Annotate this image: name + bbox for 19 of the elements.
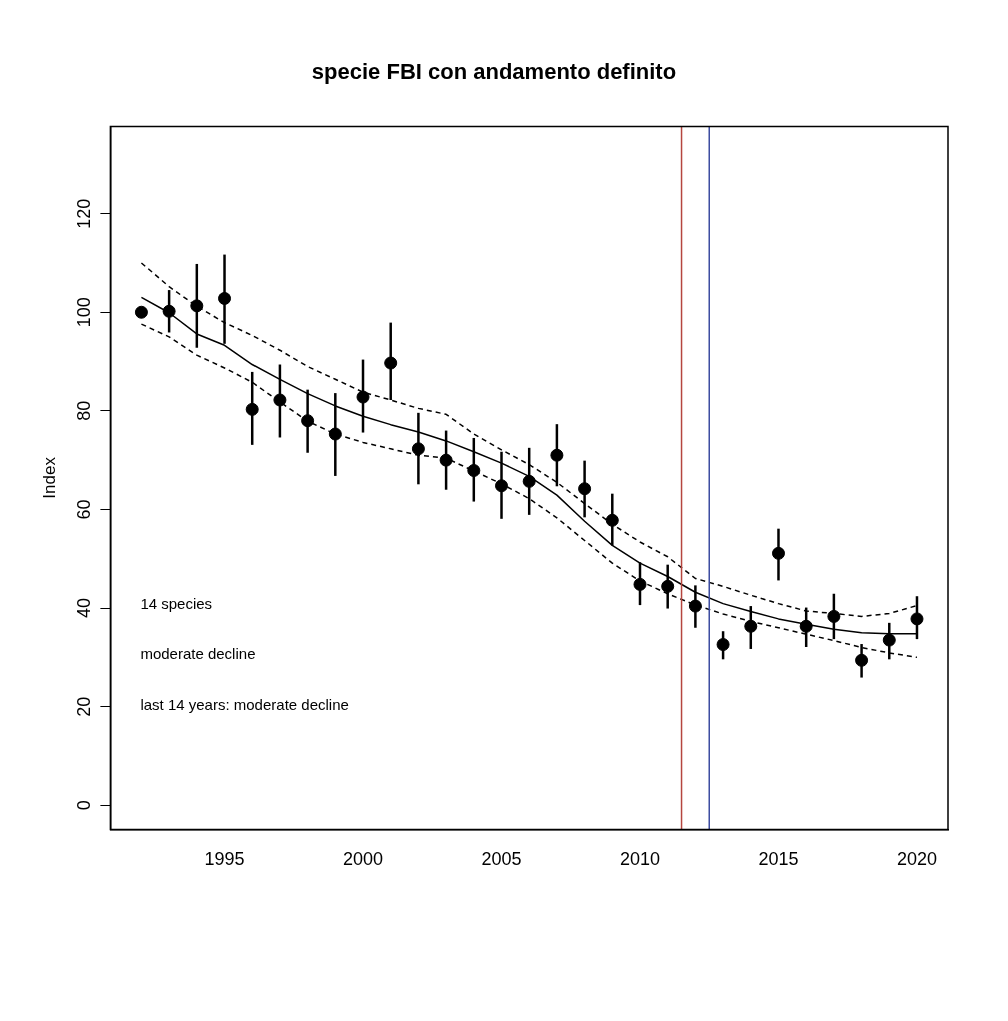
- x-tick-label: 2015: [758, 849, 799, 870]
- x-tick-label: 2010: [619, 849, 661, 870]
- y-tick-label: 20: [74, 696, 95, 717]
- annotation: 14 species: [140, 594, 213, 612]
- y-tick-label: 40: [74, 598, 95, 619]
- x-tick-label: 2020: [896, 849, 937, 870]
- x-tick-label: 2005: [481, 849, 522, 870]
- y-tick-label: 80: [74, 400, 95, 421]
- y-tick-label: 100: [74, 297, 95, 328]
- x-tick-label: 1995: [204, 849, 245, 870]
- point: [134, 305, 148, 319]
- y-tick-label: 0: [74, 800, 95, 811]
- annotation: last 14 years: moderate decline: [140, 695, 349, 713]
- y-axis-title: Index: [39, 456, 59, 499]
- x-tick-label: 2000: [342, 849, 384, 870]
- y-tick-label: 120: [74, 198, 95, 229]
- chart-title: specie FBI con andamento definito: [311, 59, 677, 85]
- annotation: moderate decline: [140, 645, 256, 663]
- y-tick-label: 60: [74, 499, 95, 520]
